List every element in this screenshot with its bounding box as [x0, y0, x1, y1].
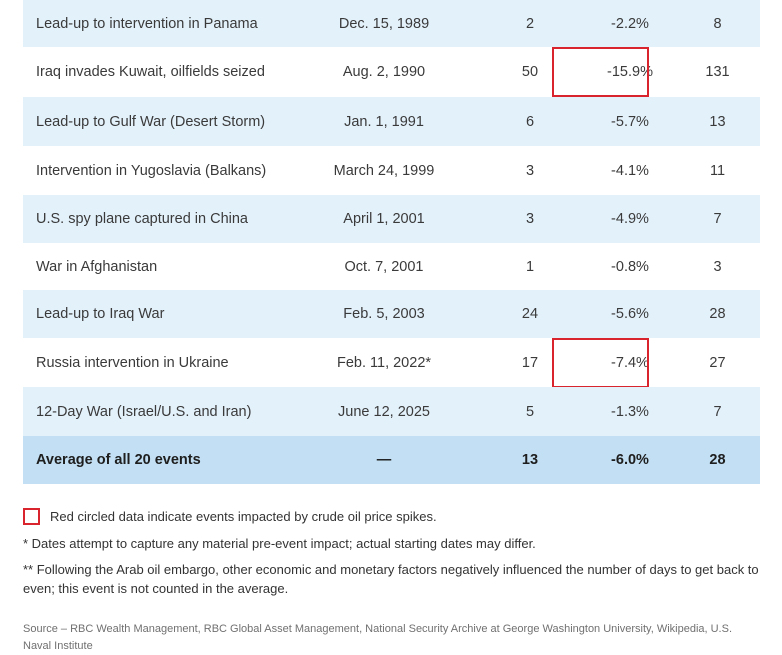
event-name: Lead-up to intervention in Panama [36, 15, 258, 32]
table-row: U.S. spy plane captured in China April 1… [23, 195, 760, 243]
table-row: Lead-up to intervention in Panama Dec. 1… [23, 0, 760, 47]
event-count: 6 [525, 113, 535, 130]
event-count: 50 [521, 64, 539, 80]
event-days: 7 [713, 211, 722, 227]
event-name: Iraq invades Kuwait, oilfields seized [36, 64, 265, 80]
table-row: Lead-up to Gulf War (Desert Storm) Jan. … [23, 97, 760, 146]
event-days: 11 [709, 162, 726, 179]
event-days: 131 [705, 64, 730, 80]
highlight-box [552, 338, 649, 388]
event-name: Lead-up to Iraq War [36, 306, 165, 322]
event-count: 17 [521, 354, 539, 371]
event-count: 24 [521, 306, 539, 322]
event-name: 12-Day War (Israel/U.S. and Iran) [36, 403, 252, 420]
event-name: U.S. spy plane captured in China [36, 211, 248, 227]
table-row-average: Average of all 20 events — 13 -6.0% 28 [23, 436, 760, 484]
event-date: Feb. 11, 2022* [336, 354, 432, 371]
event-date: Feb. 5, 2003 [343, 306, 425, 322]
average-date: — [376, 452, 392, 468]
event-decline: -5.6% [611, 306, 649, 322]
event-decline: -5.7% [611, 113, 649, 130]
footnote-dates: * Dates attempt to capture any material … [23, 536, 536, 551]
table-row: 12-Day War (Israel/U.S. and Iran) June 1… [23, 387, 760, 436]
event-date: Oct. 7, 2001 [344, 258, 424, 275]
footnote-embargo: ** Following the Arab oil embargo, other… [23, 562, 759, 596]
table-row: Intervention in Yugoslavia (Balkans) Mar… [23, 146, 760, 195]
event-count: 2 [525, 15, 535, 32]
table-row: Russia intervention in Ukraine Feb. 11, … [23, 338, 760, 388]
event-name: Lead-up to Gulf War (Desert Storm) [36, 113, 266, 130]
legend-highlight-swatch [23, 508, 40, 525]
event-count: 5 [525, 403, 535, 420]
event-count: 1 [525, 258, 535, 275]
event-days: 3 [713, 258, 722, 275]
event-date: Dec. 15, 1989 [338, 15, 430, 32]
event-date: April 1, 2001 [343, 211, 425, 227]
event-decline: -4.9% [611, 211, 649, 227]
table-row: War in Afghanistan Oct. 7, 2001 1 -0.8% … [23, 243, 760, 290]
source-note: Source – RBC Wealth Management, RBC Glob… [23, 623, 733, 652]
legend-text: Red circled data indicate events impacte… [50, 509, 437, 524]
event-count: 3 [525, 211, 535, 227]
event-name: Russia intervention in Ukraine [36, 354, 229, 371]
legend: Red circled data indicate events impacte… [23, 508, 437, 525]
event-days: 8 [713, 15, 722, 32]
event-decline: -15.9% [607, 64, 653, 80]
event-date: Aug. 2, 1990 [342, 64, 426, 80]
average-label: Average of all 20 events [36, 452, 201, 468]
event-date: June 12, 2025 [338, 403, 430, 420]
event-name: Intervention in Yugoslavia (Balkans) [36, 162, 267, 179]
event-days: 27 [709, 354, 726, 371]
event-date: Jan. 1, 1991 [344, 113, 424, 130]
event-date: March 24, 1999 [333, 162, 435, 179]
event-days: 13 [709, 113, 726, 130]
event-decline: -0.8% [611, 258, 649, 275]
table-row: Iraq invades Kuwait, oilfields seized Au… [23, 47, 760, 97]
event-days: 7 [713, 403, 722, 420]
event-name: War in Afghanistan [36, 258, 158, 275]
highlight-box [552, 47, 649, 97]
event-count: 3 [525, 162, 535, 179]
average-decline: -6.0% [611, 452, 649, 468]
event-decline: -4.1% [611, 162, 649, 179]
table-row: Lead-up to Iraq War Feb. 5, 2003 24 -5.6… [23, 290, 760, 338]
events-table: Lead-up to intervention in Panama Dec. 1… [23, 0, 760, 484]
event-decline: -2.2% [611, 15, 649, 32]
event-decline: -7.4% [611, 354, 649, 371]
event-decline: -1.3% [611, 403, 649, 420]
average-count: 13 [521, 452, 539, 468]
event-days: 28 [709, 306, 726, 322]
average-days: 28 [709, 452, 726, 468]
